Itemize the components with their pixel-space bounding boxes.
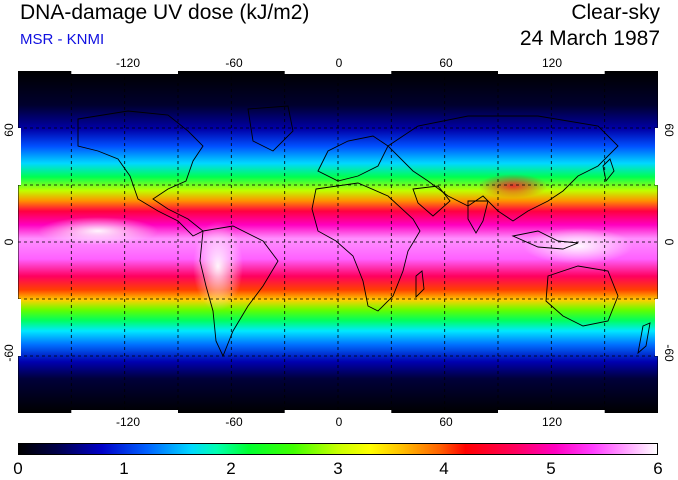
pacific-highlight	[523, 228, 633, 264]
top-lon-label-0: 0	[335, 56, 343, 70]
bottom-lon-label-120: 120	[541, 415, 563, 429]
north-america-coast	[77, 110, 204, 237]
graticule	[18, 71, 658, 413]
map-frame	[18, 71, 658, 413]
arabia-coast	[412, 185, 451, 217]
colorbar-label-6: 6	[653, 459, 663, 478]
east-pacific-highlight	[38, 217, 158, 245]
colorbar-label-3: 3	[333, 459, 343, 478]
new-zealand-coast	[637, 322, 651, 355]
right-lat-label-0: 0	[662, 238, 676, 246]
left-lat-label-minus60: -60	[2, 344, 16, 362]
left-lat-label-60: 60	[2, 123, 16, 137]
madagascar-coast	[415, 270, 425, 299]
colorbar-label-2: 2	[226, 459, 236, 478]
greenland-coast	[247, 105, 294, 152]
asia-coast	[387, 115, 619, 222]
himalaya-highlight	[478, 174, 548, 198]
colorbar-label-1: 1	[119, 459, 129, 478]
sky-condition: Clear-sky	[571, 1, 660, 24]
right-lat-label-60: 60	[662, 123, 676, 137]
top-lon-label-minus60: -60	[225, 56, 243, 70]
bottom-lon-label-60: 60	[439, 415, 453, 429]
top-lon-label-60: 60	[439, 56, 453, 70]
top-lon-label-120: 120	[541, 56, 563, 70]
south-america-coast	[199, 225, 279, 358]
map-title: DNA-damage UV dose (kJ/m2)	[20, 1, 310, 24]
color-scale-bar	[18, 443, 658, 455]
colorbar-label-5: 5	[546, 459, 556, 478]
right-lat-label-minus60: -60	[662, 344, 676, 362]
uv-dose-map	[18, 71, 658, 413]
indonesia-coast	[511, 230, 579, 250]
map-date: 24 March 1987	[519, 27, 660, 50]
africa-coast	[311, 182, 421, 312]
india-coast	[467, 200, 489, 234]
map-subtitle: MSR - KNMI	[20, 31, 105, 48]
bottom-lon-label-minus120: -120	[115, 415, 141, 429]
bottom-lon-label-0: 0	[335, 415, 343, 429]
bottom-lon-label-minus60: -60	[225, 415, 243, 429]
left-lat-label-0: 0	[2, 238, 16, 246]
andes-highlight	[193, 221, 243, 311]
colorbar-label-4: 4	[439, 459, 449, 478]
colorbar-label-0: 0	[13, 459, 23, 478]
top-lon-label-minus120: -120	[115, 56, 141, 70]
